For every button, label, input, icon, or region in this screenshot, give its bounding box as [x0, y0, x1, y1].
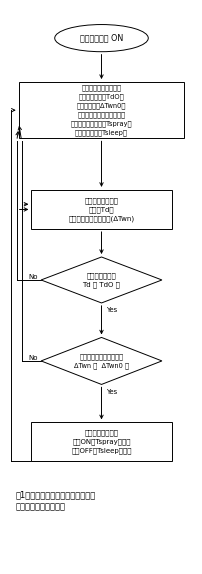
Text: システム電源 ON: システム電源 ON — [79, 34, 123, 42]
Polygon shape — [41, 338, 161, 385]
Text: No: No — [28, 274, 38, 280]
Text: （入力された設定値）
噴霧開始温度（TdO）
噴霧判定値（ΔTwn0）
（気温－自然湿球温度差）
最長連続噴霧時間（Tspray）
最短休止時間（Tsleep）: （入力された設定値） 噴霧開始温度（TdO） 噴霧判定値（ΔTwn0） （気温－… — [70, 85, 132, 135]
Text: No: No — [28, 355, 38, 361]
Bar — [19, 82, 183, 138]
Text: Yes: Yes — [105, 389, 116, 394]
Text: 図1　気温－自然湿球温度差に基づ
く細霹冷房の噴霧方法: 図1 気温－自然湿球温度差に基づ く細霹冷房の噴霧方法 — [16, 490, 96, 511]
Text: （現在値の測定）
気温（Td）
気温－自然湿球温度差(ΔTwn): （現在値の測定） 気温（Td） 気温－自然湿球温度差(ΔTwn) — [68, 197, 134, 222]
Polygon shape — [41, 257, 161, 303]
Bar — [31, 190, 171, 229]
Text: （自然湿球温度の判断）
ΔTwn ＞  ΔTwn0 ？: （自然湿球温度の判断） ΔTwn ＞ ΔTwn0 ？ — [74, 353, 128, 369]
Text: （噴霧動作１回）
噴霧ON（Tsprayの間）
噴霧OFF（Tsleepの間）: （噴霧動作１回） 噴霧ON（Tsprayの間） 噴霧OFF（Tsleepの間） — [71, 430, 131, 454]
Text: （気温の判断）
Td ＞ TdO ？: （気温の判断） Td ＞ TdO ？ — [82, 272, 120, 288]
Text: Yes: Yes — [105, 307, 116, 313]
Bar — [31, 422, 171, 461]
Ellipse shape — [55, 25, 147, 52]
